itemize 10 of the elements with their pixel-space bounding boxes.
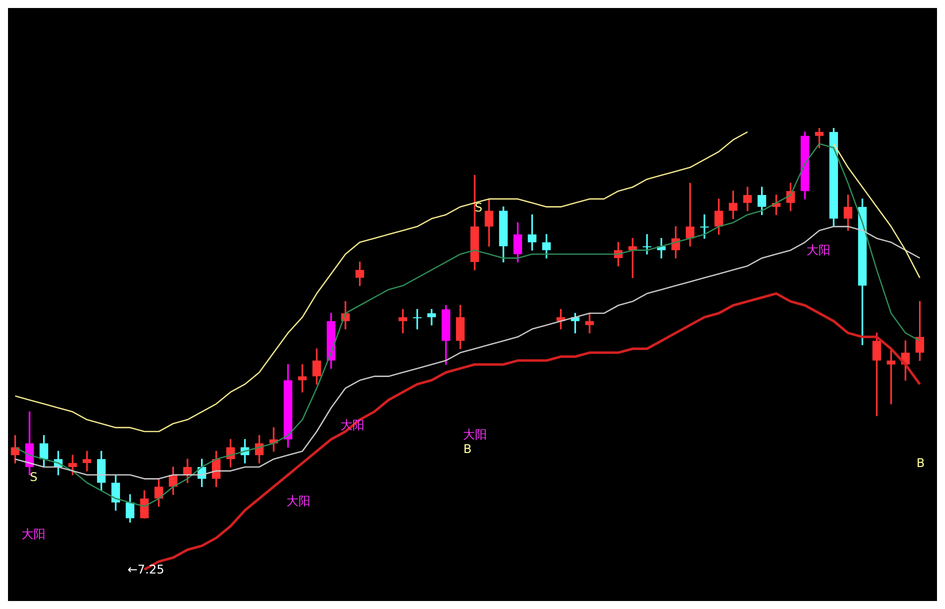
annotation: 大阳 [340,418,365,432]
annotation: 大阳 [462,428,487,442]
text: ←7.25 [127,562,164,576]
annotation: 大阳 [806,243,831,258]
annotation: S [30,470,38,484]
annotation: 大阳 [286,494,310,508]
annotation: S [474,200,482,215]
text: 大阳 [22,526,46,541]
annotation: B [916,456,925,470]
annotation: B [463,442,472,456]
